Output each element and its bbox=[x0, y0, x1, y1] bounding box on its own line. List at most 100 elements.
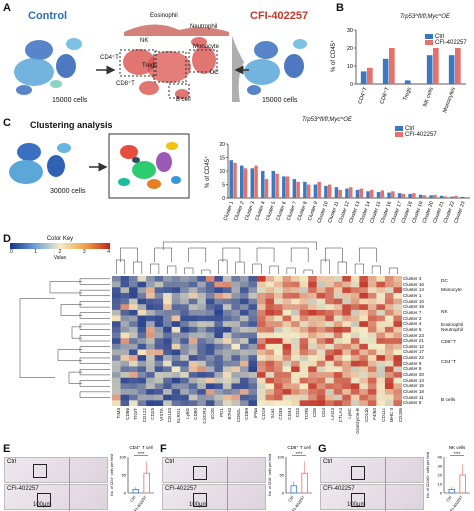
heatmap-cell bbox=[171, 326, 181, 333]
heatmap-cell bbox=[222, 389, 232, 395]
heatmap-cell bbox=[308, 383, 317, 390]
heatmap-cell bbox=[205, 383, 215, 390]
heatmap-cell bbox=[222, 298, 232, 305]
label-bcell: B cell bbox=[176, 97, 191, 103]
heatmap-cell bbox=[308, 400, 317, 406]
heatmap-cell bbox=[120, 315, 130, 322]
y-tick-label: 15 bbox=[219, 156, 225, 162]
heatmap-cell bbox=[350, 349, 360, 356]
heatmap-cell bbox=[384, 321, 394, 328]
label-cd8t: CD8⁺T bbox=[116, 81, 135, 87]
heatmap-cell bbox=[367, 321, 377, 328]
heatmap-cell bbox=[239, 389, 249, 395]
bar-ctrl bbox=[360, 71, 367, 84]
heatmap-cell bbox=[257, 389, 266, 395]
color-key-tick: 4 bbox=[107, 249, 110, 255]
heatmap-cell bbox=[291, 360, 300, 367]
color-key: Color Key 0 1 2 3 4 Value bbox=[10, 236, 110, 261]
heatmap-cell bbox=[333, 287, 343, 294]
panel-label-b: B bbox=[336, 2, 344, 14]
heatmap-cell bbox=[146, 377, 155, 384]
dendrogram-branch bbox=[79, 278, 110, 285]
heatmap-cell bbox=[350, 355, 360, 361]
heatmap-col-label: B7H3 bbox=[227, 408, 233, 420]
heatmap-cell bbox=[112, 315, 121, 322]
heatmap-cell bbox=[384, 304, 394, 311]
heatmap-cell bbox=[137, 383, 147, 390]
heatmap-cell bbox=[282, 315, 292, 322]
heatmap-col-label: CD86 bbox=[124, 408, 130, 420]
heatmap-cell bbox=[205, 366, 215, 373]
heatmap-cell bbox=[274, 394, 283, 401]
heatmap-cell bbox=[137, 281, 147, 288]
heatmap-cell bbox=[163, 389, 172, 395]
heatmap-cell bbox=[205, 360, 215, 367]
heatmap-cell bbox=[197, 315, 207, 322]
heatmap-cell bbox=[325, 309, 334, 316]
heatmap-cell bbox=[231, 349, 241, 356]
dendrogram-branch bbox=[167, 265, 177, 274]
heatmap-cell bbox=[342, 400, 352, 406]
heatmap-cell bbox=[188, 332, 198, 339]
bar-ctrl bbox=[345, 188, 349, 198]
heatmap-cell bbox=[265, 332, 275, 339]
zoom-box bbox=[193, 466, 207, 480]
heatmap-row-label: Cluster 6 bbox=[403, 366, 422, 372]
micro-f-ctrl-label: Ctrl bbox=[165, 459, 175, 465]
cell-type-annotation: Neutrophil bbox=[441, 328, 463, 333]
heatmap-cell bbox=[384, 309, 394, 316]
bar-cfi bbox=[301, 472, 308, 494]
heatmap-cell bbox=[231, 276, 241, 282]
heatmap-cell bbox=[265, 400, 275, 406]
heatmap-cell bbox=[342, 287, 352, 294]
heatmap-cell bbox=[171, 377, 181, 384]
heatmap-cell bbox=[333, 292, 343, 299]
heatmap-cell bbox=[308, 377, 317, 384]
heatmap-cell bbox=[205, 338, 215, 345]
heatmap-cell bbox=[248, 400, 258, 406]
heatmap-cell bbox=[282, 394, 292, 401]
micro-e-cfi-label: CFI-402257 bbox=[7, 486, 39, 492]
significance-label: **** bbox=[137, 451, 144, 456]
heatmap-cell bbox=[333, 394, 343, 401]
heatmap-cell bbox=[350, 292, 360, 299]
heatmap-cell bbox=[367, 360, 377, 367]
heatmap-cell bbox=[316, 372, 326, 378]
heatmap-row-label: Cluster 14 bbox=[403, 287, 424, 293]
heatmap-col-label: TIGIT bbox=[133, 408, 139, 420]
heatmap-cell bbox=[325, 343, 334, 350]
bar-ctrl bbox=[334, 187, 339, 198]
heatmap-cell bbox=[205, 326, 215, 333]
bar-cfi bbox=[296, 181, 300, 198]
bar-cfi bbox=[455, 48, 461, 84]
heatmap-cell bbox=[180, 377, 189, 384]
heatmap-cell bbox=[367, 332, 377, 339]
heatmap-cell bbox=[367, 383, 377, 390]
heatmap-cell bbox=[291, 394, 300, 401]
heatmap-cell bbox=[376, 343, 386, 350]
zoom-box bbox=[33, 464, 47, 478]
zoom-box bbox=[351, 466, 365, 480]
heatmap-cell bbox=[376, 366, 386, 373]
heatmap-cell bbox=[154, 400, 164, 406]
heatmap-cell bbox=[265, 281, 275, 288]
heatmap-cell bbox=[120, 287, 130, 294]
heatmap-cell bbox=[367, 326, 377, 333]
heatmap-row-label: Cluster 2 bbox=[403, 315, 422, 321]
heatmap-cell bbox=[146, 287, 155, 294]
heatmap-cell bbox=[188, 366, 198, 373]
heatmap-cell bbox=[384, 349, 394, 356]
heatmap-row-label: Cluster 9 bbox=[403, 360, 422, 366]
heatmap-cell bbox=[231, 332, 241, 339]
heatmap-cell bbox=[393, 349, 402, 356]
heatmap-cell bbox=[325, 326, 334, 333]
heatmap-cell bbox=[342, 326, 352, 333]
heatmap-cell bbox=[359, 360, 369, 367]
y-tick-label: 10 bbox=[438, 482, 443, 487]
heatmap-cell bbox=[146, 343, 155, 350]
heatmap-cell bbox=[393, 276, 402, 282]
cell-type-annotation: CD8⁺T bbox=[441, 339, 457, 345]
dendrogram-branch bbox=[184, 267, 194, 274]
heatmap-cell bbox=[393, 321, 402, 328]
heatmap-row-label: Cluster 8 bbox=[403, 400, 422, 406]
